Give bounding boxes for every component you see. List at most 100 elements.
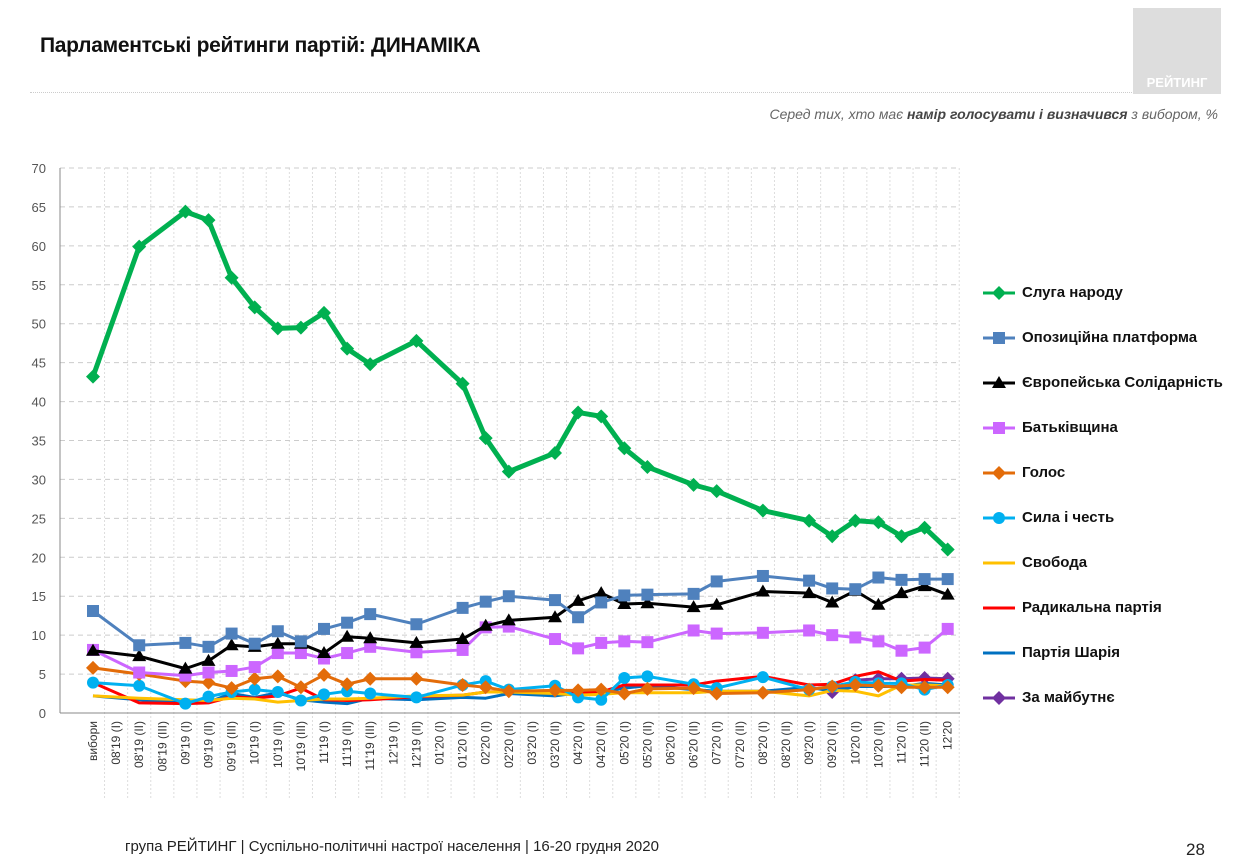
data-point [294, 647, 307, 660]
legend-marker-icon [983, 606, 1015, 609]
data-point [918, 573, 931, 586]
data-point [363, 631, 378, 644]
legend-label: Голос [1022, 464, 1066, 481]
data-point [86, 643, 100, 656]
data-point [895, 644, 908, 657]
data-point [849, 583, 862, 596]
legend-label: Опозиційна платформа [1022, 329, 1198, 346]
subtitle-bold: намір голосувати і визначився [907, 106, 1128, 122]
data-point [202, 666, 215, 679]
data-point [802, 682, 817, 697]
data-point [709, 484, 724, 499]
legend-marker [993, 421, 1005, 434]
data-point [825, 679, 840, 694]
data-point [802, 513, 817, 528]
data-point [364, 640, 377, 653]
x-tick-label: 11'19 (I) [317, 721, 331, 764]
y-tick-label: 40 [32, 395, 46, 410]
legend-item: Радикальна партія [982, 585, 1223, 630]
legend-item: Голос [982, 450, 1223, 495]
legend-label: За майбутнє [1022, 689, 1115, 706]
data-point [686, 681, 701, 696]
data-point [756, 671, 769, 684]
x-tick-label: 12'19 (II) [409, 721, 423, 768]
x-tick-label: 09'20 (I) [802, 721, 816, 765]
data-point [270, 321, 285, 336]
x-tick-label: 11'19 (III) [363, 721, 377, 770]
data-point [617, 441, 632, 456]
y-tick-label: 30 [32, 472, 46, 487]
y-tick-label: 60 [32, 239, 46, 254]
data-point [595, 636, 608, 649]
data-point [341, 616, 354, 629]
legend-marker-icon [983, 651, 1015, 654]
legend-marker-icon [983, 561, 1015, 564]
data-point [271, 685, 284, 698]
data-point [270, 636, 285, 649]
legend-marker-icon [983, 375, 1015, 388]
legend-marker-icon [983, 511, 1015, 524]
y-tick-label: 20 [32, 550, 46, 565]
y-tick-label: 0 [39, 706, 46, 721]
data-point [409, 333, 424, 348]
x-tick-label: 10'20 (II) [871, 721, 885, 768]
data-point [756, 569, 769, 582]
data-point [201, 653, 216, 666]
data-point [918, 641, 931, 654]
data-point [917, 579, 932, 592]
x-tick-label: 12'20 [941, 721, 955, 750]
data-point [479, 595, 492, 608]
data-point [618, 671, 631, 684]
data-point [618, 635, 631, 648]
data-point [341, 647, 354, 660]
line-chart: 0 5 10 15 20 25 30 35 40 45 50 55 60 65 70 вибори 08'19 … [32, 161, 960, 798]
x-tick-label: 08'19 (II) [132, 721, 146, 768]
legend-marker [992, 465, 1006, 480]
data-point [686, 477, 701, 492]
y-tick-label: 65 [32, 200, 46, 215]
legend-label: Батьківщина [1022, 419, 1118, 436]
data-point [478, 431, 493, 446]
data-point [802, 586, 817, 599]
data-point [133, 679, 146, 692]
data-point [709, 686, 724, 701]
data-point [755, 584, 770, 597]
data-point [803, 624, 816, 637]
data-point [317, 646, 331, 659]
data-point [548, 445, 562, 460]
data-point [201, 213, 216, 228]
x-tick-label: 05'20 (I) [617, 721, 631, 765]
x-tick-label: 03'20 (II) [548, 721, 562, 768]
data-point [940, 542, 955, 557]
data-point [848, 677, 863, 692]
data-point [501, 684, 516, 699]
data-point [640, 596, 655, 609]
data-point [247, 300, 262, 315]
x-tick-label: 10'19 (II) [271, 721, 285, 768]
data-point [641, 636, 654, 649]
data-point [710, 575, 723, 588]
data-point [594, 409, 609, 424]
data-point [132, 649, 147, 662]
data-point [294, 694, 307, 707]
x-tick-label: 08'20 (I) [756, 721, 770, 765]
x-tick-label: 09'19 (I) [178, 721, 192, 765]
data-point [641, 670, 654, 683]
chart-legend: Слуга народу Опозиційна платформа Європейс… [982, 270, 1223, 720]
data-point [201, 675, 216, 690]
data-point [271, 625, 284, 638]
data-point [640, 459, 655, 474]
data-point [409, 671, 424, 686]
x-tick-label: 07'20 (II) [733, 721, 747, 768]
legend-marker-icon [983, 465, 1015, 480]
legend-marker-icon [983, 690, 1015, 705]
subtitle-post: з вибором, % [1127, 106, 1218, 122]
x-tick-label: 11'20 (I) [895, 721, 909, 764]
data-point [132, 239, 147, 254]
data-point [549, 594, 561, 607]
data-point [755, 685, 770, 700]
data-point [941, 622, 954, 635]
data-point [179, 697, 192, 710]
x-tick-label: 10'19 (III) [294, 721, 308, 771]
data-point [594, 682, 609, 697]
